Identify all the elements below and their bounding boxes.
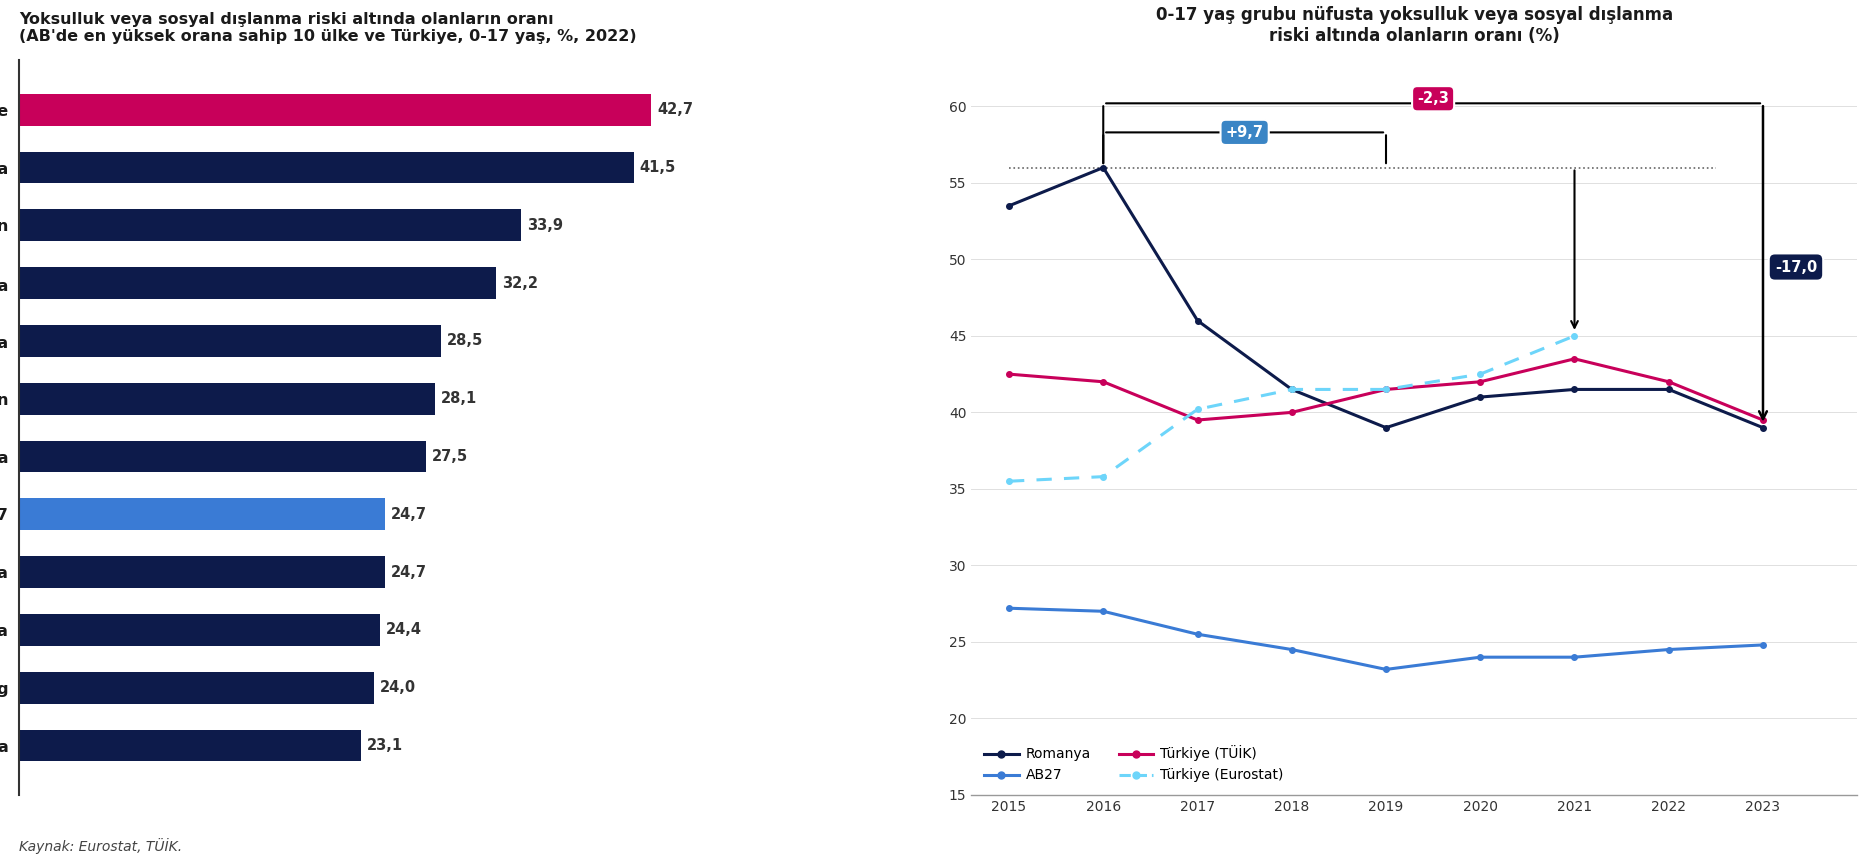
Text: 27,5: 27,5 bbox=[431, 449, 469, 464]
Legend: Romanya, AB27, Türkiye (TÜİK), Türkiye (Eurostat): Romanya, AB27, Türkiye (TÜİK), Türkiye (… bbox=[977, 740, 1289, 788]
Text: 28,5: 28,5 bbox=[446, 334, 484, 348]
Text: Yoksulluk veya sosyal dışlanma riski altında olanların oranı
(AB'de en yüksek or: Yoksulluk veya sosyal dışlanma riski alt… bbox=[19, 11, 636, 44]
Text: 41,5: 41,5 bbox=[640, 160, 675, 175]
Text: 42,7: 42,7 bbox=[657, 102, 694, 118]
Bar bbox=[19, 94, 651, 125]
Text: 24,7: 24,7 bbox=[390, 507, 426, 522]
Text: 24,0: 24,0 bbox=[381, 680, 416, 696]
Text: 24,4: 24,4 bbox=[386, 622, 422, 638]
Text: -2,3: -2,3 bbox=[1416, 92, 1448, 106]
Bar bbox=[19, 614, 381, 646]
Bar bbox=[19, 730, 360, 761]
Bar bbox=[19, 267, 495, 299]
Text: 33,9: 33,9 bbox=[527, 218, 563, 233]
Bar bbox=[19, 499, 385, 530]
Title: 0-17 yaş grubu nüfusta yoksulluk veya sosyal dışlanma
riski altında olanların or: 0-17 yaş grubu nüfusta yoksulluk veya so… bbox=[1156, 6, 1673, 45]
Text: Kaynak: Eurostat, TÜİK.: Kaynak: Eurostat, TÜİK. bbox=[19, 838, 182, 854]
Text: 28,1: 28,1 bbox=[441, 391, 477, 406]
Text: 32,2: 32,2 bbox=[501, 276, 538, 290]
Bar bbox=[19, 152, 634, 183]
Bar bbox=[19, 672, 375, 703]
Bar bbox=[19, 556, 385, 588]
Text: 23,1: 23,1 bbox=[368, 738, 403, 753]
Bar bbox=[19, 209, 522, 241]
Text: +9,7: +9,7 bbox=[1225, 125, 1264, 140]
Bar bbox=[19, 325, 441, 357]
Bar bbox=[19, 441, 426, 473]
Text: 24,7: 24,7 bbox=[390, 565, 426, 580]
Bar bbox=[19, 383, 435, 415]
Text: -17,0: -17,0 bbox=[1775, 259, 1818, 275]
